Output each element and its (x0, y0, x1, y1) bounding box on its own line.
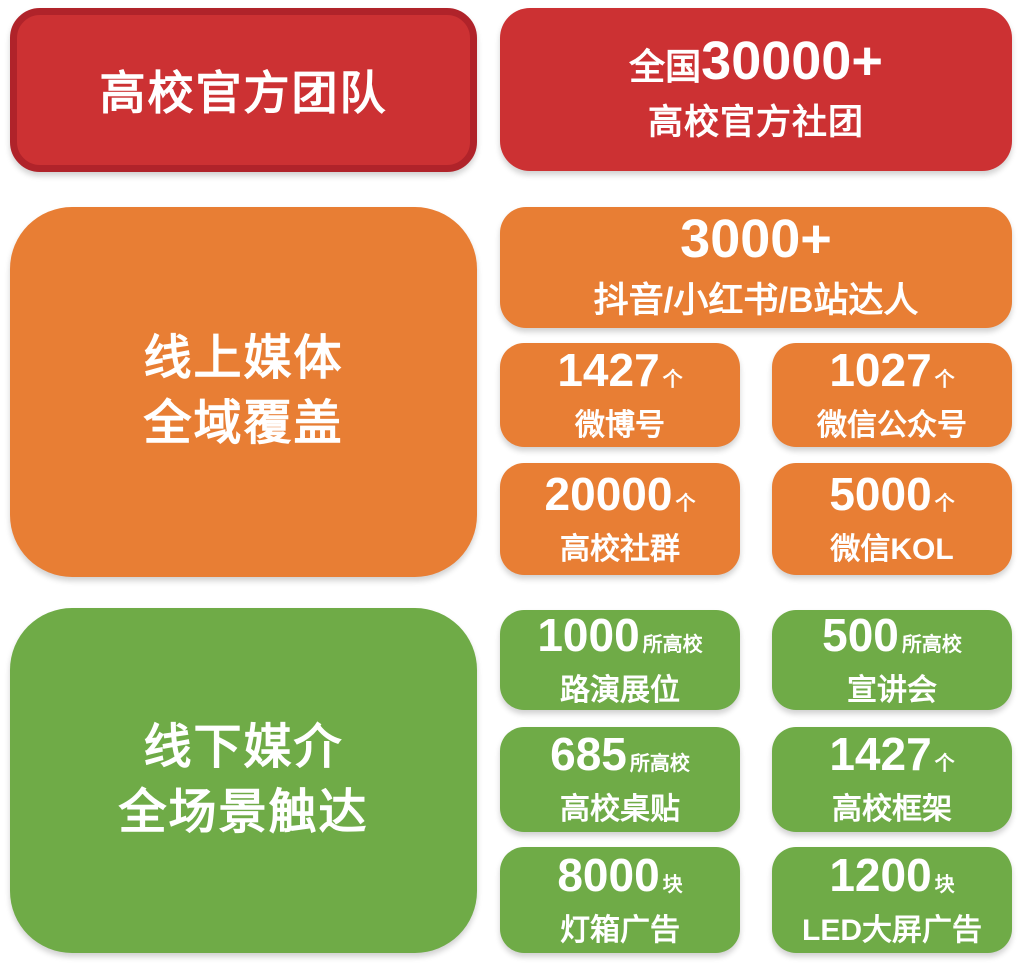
offline-title-line1: 线下媒介 (143, 720, 344, 774)
stat-number-row: 20000 个 (545, 471, 696, 517)
stat-number: 1427 (557, 343, 660, 396)
header-right-prefix: 全国 (629, 46, 702, 87)
stat-label: 灯箱广告 (560, 913, 680, 947)
stat-wechat-official-accounts: 1027 个 微信公众号 (772, 343, 1012, 447)
stat-number-row: 5000 个 (829, 471, 954, 517)
stat-wechat-kol: 5000 个 微信KOL (772, 463, 1012, 575)
stat-label: 高校框架 (832, 793, 952, 826)
stat-unit: 个 (934, 492, 955, 515)
stat-label: LED大屏广告 (802, 913, 982, 947)
online-feature-number: 3000+ (680, 209, 832, 269)
stat-unit: 个 (934, 368, 955, 391)
stat-number: 1427 (829, 728, 932, 780)
stat-number-row: 685 所高校 (550, 731, 690, 777)
stat-campus-communities: 20000 个 高校社群 (500, 463, 740, 575)
offline-section-title: 线下媒介 全场景触达 (118, 716, 368, 846)
header-left-block: 高校官方团队 (10, 8, 477, 172)
stat-label: 微信公众号 (817, 408, 967, 442)
stat-desk-stickers: 685 所高校 高校桌贴 (500, 727, 740, 832)
stat-weibo-accounts: 1427 个 微博号 (500, 343, 740, 447)
header-right-block: 全国 30000+ 高校官方社团 (500, 8, 1012, 171)
header-right-line1: 全国 30000+ (629, 34, 883, 90)
stat-unit: 个 (934, 753, 955, 775)
online-section-title: 线上媒体 全域覆盖 (143, 327, 343, 457)
stat-number-row: 500 所高校 (822, 612, 962, 658)
stat-number: 500 (822, 608, 899, 661)
stat-led-screen-ads: 1200 块 LED大屏广告 (772, 847, 1012, 953)
stat-number: 8000 (557, 848, 660, 901)
stat-unit: 块 (934, 873, 955, 896)
stat-campus-frames: 1427 个 高校框架 (772, 727, 1012, 832)
offline-title-line2: 全场景触达 (118, 785, 369, 839)
header-right-label: 高校官方社团 (647, 103, 864, 142)
stat-number: 685 (550, 728, 627, 780)
stat-number: 1200 (829, 848, 932, 901)
stat-label: 宣讲会 (847, 673, 937, 707)
stat-number: 5000 (829, 467, 932, 520)
stat-number-row: 1027 个 (829, 347, 954, 393)
stat-unit: 个 (675, 492, 696, 515)
stat-unit: 块 (662, 873, 683, 896)
online-title-line2: 全域覆盖 (143, 397, 344, 450)
stat-unit: 所高校 (901, 633, 962, 656)
stat-label: 微信KOL (830, 532, 954, 566)
stat-label: 路演展位 (560, 673, 680, 707)
stat-number-row: 1200 块 (829, 852, 954, 898)
stat-number-row: 1427 个 (557, 347, 682, 393)
online-section-title-block: 线上媒体 全域覆盖 (10, 207, 477, 577)
stat-label: 高校社群 (560, 532, 680, 566)
online-feature-label: 抖音/小红书/B站达人 (593, 281, 919, 320)
stat-number: 20000 (544, 467, 673, 520)
stat-info-sessions: 500 所高校 宣讲会 (772, 610, 1012, 710)
stat-unit: 所高校 (642, 633, 703, 656)
stat-label: 微博号 (575, 408, 665, 442)
stat-lightbox-ads: 8000 块 灯箱广告 (500, 847, 740, 953)
header-right-number: 30000+ (701, 31, 883, 91)
offline-section-title-block: 线下媒介 全场景触达 (10, 608, 477, 953)
online-feature-block: 3000+ 抖音/小红书/B站达人 (500, 207, 1012, 328)
stat-number: 1027 (829, 343, 932, 396)
header-left-title: 高校官方团队 (99, 67, 388, 119)
online-title-line1: 线上媒体 (143, 332, 344, 386)
stat-number-row: 8000 块 (557, 852, 682, 898)
stat-roadshow-booths: 1000 所高校 路演展位 (500, 610, 740, 710)
stat-label: 高校桌贴 (560, 793, 680, 826)
stat-unit: 个 (662, 368, 683, 391)
stat-number-row: 1000 所高校 (537, 612, 702, 658)
stat-unit: 所高校 (629, 753, 690, 775)
stat-number-row: 1427 个 (829, 731, 954, 777)
stat-number: 1000 (537, 608, 640, 661)
